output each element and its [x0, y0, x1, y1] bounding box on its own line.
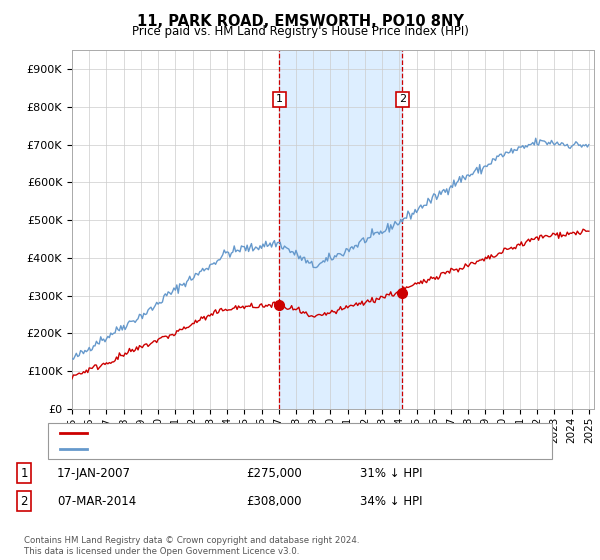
Text: 2: 2 — [399, 95, 406, 105]
Text: HPI: Average price, detached house, Chichester: HPI: Average price, detached house, Chic… — [93, 444, 342, 454]
Text: 1: 1 — [20, 466, 28, 480]
Bar — [280, 50, 403, 409]
Text: £275,000: £275,000 — [246, 466, 302, 480]
Text: 34% ↓ HPI: 34% ↓ HPI — [360, 494, 422, 508]
Text: 1: 1 — [276, 95, 283, 105]
Text: 2: 2 — [20, 494, 28, 508]
Text: 31% ↓ HPI: 31% ↓ HPI — [360, 466, 422, 480]
Text: £308,000: £308,000 — [246, 494, 302, 508]
Text: 11, PARK ROAD, EMSWORTH, PO10 8NY: 11, PARK ROAD, EMSWORTH, PO10 8NY — [137, 14, 463, 29]
Text: 07-MAR-2014: 07-MAR-2014 — [57, 494, 136, 508]
Text: Contains HM Land Registry data © Crown copyright and database right 2024.
This d: Contains HM Land Registry data © Crown c… — [24, 536, 359, 556]
Text: Price paid vs. HM Land Registry's House Price Index (HPI): Price paid vs. HM Land Registry's House … — [131, 25, 469, 38]
Text: 17-JAN-2007: 17-JAN-2007 — [57, 466, 131, 480]
Text: 11, PARK ROAD, EMSWORTH, PO10 8NY (detached house): 11, PARK ROAD, EMSWORTH, PO10 8NY (detac… — [93, 428, 394, 438]
